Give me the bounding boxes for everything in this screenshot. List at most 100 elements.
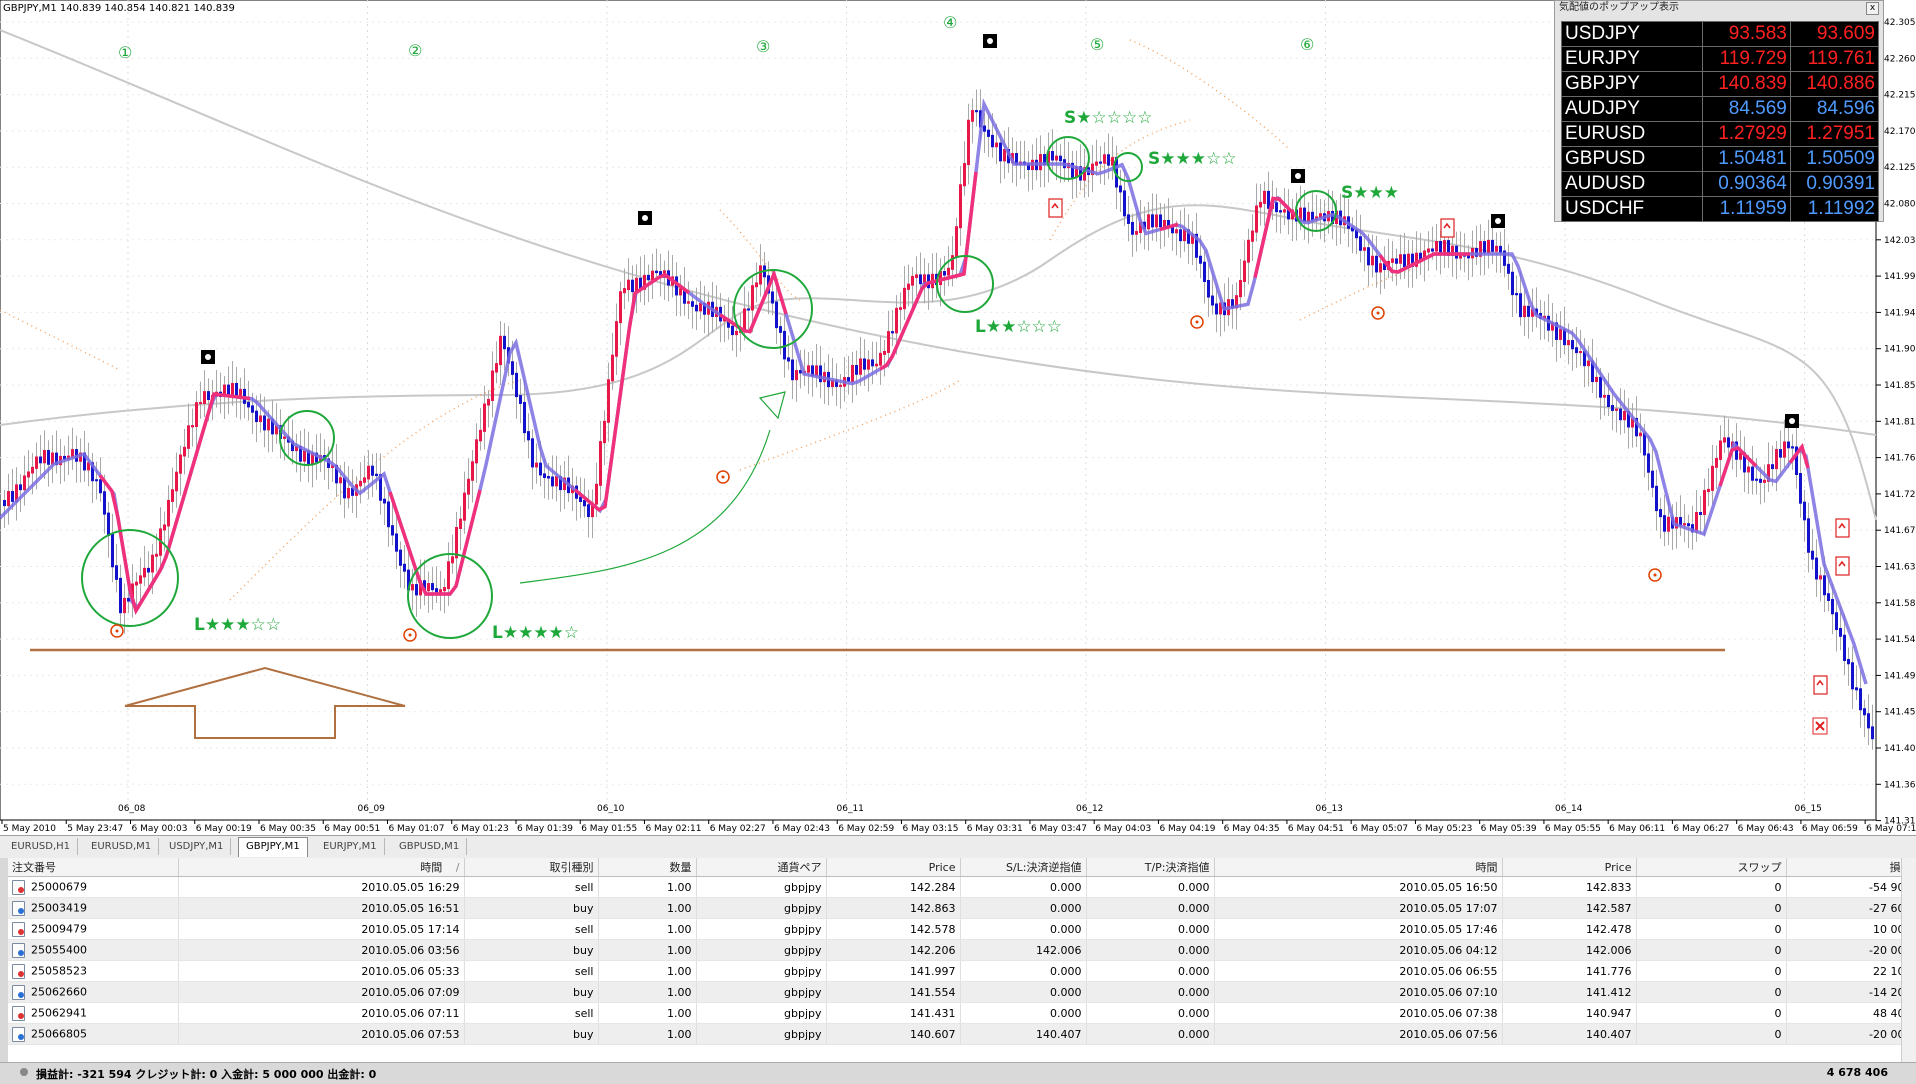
time-tick-label: 6 May 04:03 (1095, 824, 1151, 834)
column-header[interactable]: 取引種別 (464, 858, 599, 877)
order-row[interactable]: 25009479 2010.05.05 17:14 sell 1.00 gbpjpy 14… (8, 918, 1916, 940)
order-row[interactable]: 25062941 2010.05.06 07:11 sell 1.00 gbpjpy 14… (8, 1002, 1916, 1024)
candle (223, 384, 226, 397)
candle (1451, 245, 1454, 256)
quote-bid: 1.27929 (1701, 121, 1791, 147)
time-tick-label: 6 May 01:23 (453, 824, 509, 834)
chart-markers (30, 34, 1850, 739)
candle (1139, 221, 1142, 233)
order-row[interactable]: 25066805 2010.05.06 07:53 buy 1.00 gbpjpy 140… (8, 1023, 1916, 1045)
candle (1111, 157, 1114, 166)
order-row[interactable]: 25000679 2010.05.05 16:29 sell 1.00 gbpjpy 14… (8, 876, 1916, 898)
candle (1383, 263, 1386, 271)
scrollbar[interactable] (1901, 858, 1916, 1062)
candle (1815, 557, 1818, 580)
quote-row[interactable]: EURUSD 1.27929 1.27951 (1561, 121, 1880, 147)
candle (539, 462, 542, 476)
close-icon[interactable]: x (1866, 2, 1879, 15)
order-row[interactable]: 25058523 2010.05.06 05:33 sell 1.00 gbpjpy 14… (8, 960, 1916, 982)
column-header[interactable]: 時間 / (178, 858, 465, 877)
candle (1143, 221, 1146, 230)
candle (463, 492, 466, 521)
candle (1651, 470, 1654, 488)
candle (1771, 464, 1774, 470)
quote-popup[interactable]: 気配値のポップアップ表示 x USDJPY 93.583 93.609 EURJPY 1… (1554, 0, 1884, 222)
candle (1591, 360, 1594, 383)
tab-gbpjpy-m1[interactable]: GBPJPY,M1 (238, 837, 308, 857)
quote-bid: 1.50481 (1701, 146, 1791, 172)
candle (511, 361, 514, 375)
order-cell-profit: -14 200 (1786, 981, 1916, 1003)
order-id: 25055400 (31, 943, 87, 956)
candle (1359, 236, 1362, 251)
candle (379, 474, 382, 501)
trade-arrow-icon (1835, 518, 1850, 538)
candle (867, 359, 870, 370)
column-header[interactable]: 数量 (598, 858, 697, 877)
trade-arrow-icon (1440, 218, 1455, 238)
price-chart[interactable]: GBPJPY,M1 140.839 140.854 140.821 140.83… (0, 0, 1916, 835)
column-header[interactable]: スワップ (1636, 858, 1787, 877)
candle (1283, 209, 1286, 213)
tab-eurusd-h1[interactable]: EURUSD,H1 (4, 838, 79, 855)
candle (1803, 501, 1806, 521)
column-header[interactable]: S/L:決済逆指値 (960, 858, 1087, 877)
column-header[interactable]: 通貨ペア (696, 858, 827, 877)
candle (491, 370, 494, 401)
candle (1131, 221, 1134, 235)
candle (679, 288, 682, 296)
candle (1043, 154, 1046, 166)
quote-row[interactable]: GBPJPY 140.839 140.886 (1561, 71, 1880, 97)
highlight-circle (1046, 136, 1090, 180)
quote-row[interactable]: USDCHF 1.11959 1.11992 (1561, 196, 1880, 222)
candle (975, 110, 978, 113)
candle (1443, 240, 1446, 253)
tab-gbpusd-m1[interactable]: GBPUSD,M1 (392, 838, 468, 855)
tab-eurjpy-m1[interactable]: EURJPY,M1 (316, 838, 385, 855)
candle (143, 567, 146, 578)
order-icon (12, 963, 25, 979)
highlight-circle (407, 553, 493, 639)
candle (267, 418, 270, 431)
candle (483, 403, 486, 432)
column-header[interactable]: 時間 (1214, 858, 1503, 877)
candle (291, 440, 294, 452)
candle (387, 501, 390, 528)
candle (1603, 394, 1606, 398)
trade-arrow-icon (1835, 556, 1850, 576)
candle (655, 270, 658, 274)
candle (515, 372, 518, 398)
tab-usdjpy-m1[interactable]: USDJPY,M1 (162, 838, 232, 855)
quote-ask: 93.609 (1789, 21, 1880, 47)
candle (1215, 303, 1218, 315)
quote-row[interactable]: AUDJPY 84.569 84.596 (1561, 96, 1880, 122)
order-row[interactable]: 25055400 2010.05.06 03:56 buy 1.00 gbpjpy 142… (8, 939, 1916, 961)
candle (627, 279, 630, 291)
price-tick-label: 141.945 (1884, 308, 1916, 318)
chart-tabs: EURUSD,H1 EURUSD,M1 USDJPY,M1 GBPJPY,M1 … (0, 835, 1916, 859)
quote-row[interactable]: USDJPY 93.583 93.609 (1561, 21, 1880, 47)
candle (999, 142, 1002, 162)
candle (687, 301, 690, 304)
candle (1831, 598, 1834, 615)
order-row[interactable]: 25003419 2010.05.05 16:51 buy 1.00 gbpjpy 142… (8, 897, 1916, 919)
candle (1099, 161, 1102, 164)
quote-row[interactable]: EURJPY 119.729 119.761 (1561, 46, 1880, 72)
order-cell-swap: 0 (1636, 1023, 1787, 1045)
column-header[interactable]: Price (1502, 858, 1637, 877)
quote-row[interactable]: AUDUSD 0.90364 0.90391 (1561, 171, 1880, 197)
candle (735, 330, 738, 336)
order-row[interactable]: 25062660 2010.05.06 07:09 buy 1.00 gbpjpy 141… (8, 981, 1916, 1003)
tab-eurusd-m1[interactable]: EURUSD,M1 (84, 838, 160, 855)
column-header[interactable]: 損益 (1786, 858, 1916, 877)
column-header[interactable]: Price (826, 858, 961, 877)
candle (1659, 509, 1662, 518)
time-tick-label: 5 May 2010 (3, 824, 56, 834)
candle (747, 308, 750, 311)
candle (1255, 205, 1258, 233)
candle (1407, 253, 1410, 268)
candle (1839, 628, 1842, 637)
column-header[interactable]: T/P:決済指値 (1086, 858, 1215, 877)
column-header[interactable]: 注文番号 (8, 858, 179, 877)
quote-row[interactable]: GBPUSD 1.50481 1.50509 (1561, 146, 1880, 172)
